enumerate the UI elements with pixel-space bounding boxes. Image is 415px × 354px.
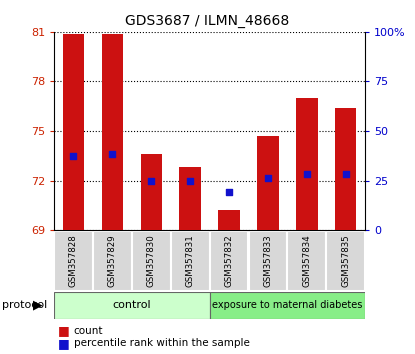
Text: GSM357831: GSM357831 [186, 235, 195, 287]
Point [226, 189, 232, 195]
Text: exposure to maternal diabetes: exposure to maternal diabetes [212, 300, 363, 310]
FancyBboxPatch shape [249, 231, 287, 291]
Point [187, 178, 193, 183]
Text: control: control [112, 300, 151, 310]
Bar [335, 108, 356, 230]
FancyBboxPatch shape [54, 231, 93, 291]
Text: GSM357835: GSM357835 [341, 235, 350, 287]
Point [148, 178, 154, 183]
FancyBboxPatch shape [210, 292, 365, 319]
Text: count: count [74, 326, 103, 336]
FancyBboxPatch shape [171, 231, 210, 291]
Bar [179, 167, 201, 230]
FancyBboxPatch shape [132, 231, 171, 291]
Bar [63, 34, 84, 230]
Text: GSM357830: GSM357830 [147, 235, 156, 287]
FancyBboxPatch shape [93, 231, 132, 291]
Point [109, 151, 116, 157]
Text: GSM357829: GSM357829 [108, 235, 117, 287]
Text: GSM357828: GSM357828 [69, 235, 78, 287]
Point [70, 153, 77, 159]
Bar [218, 210, 240, 230]
Text: ▶: ▶ [33, 299, 43, 312]
Text: ■: ■ [58, 325, 70, 337]
Bar [141, 154, 162, 230]
Bar [102, 34, 123, 230]
FancyBboxPatch shape [54, 292, 210, 319]
Point [265, 175, 271, 181]
Text: GSM357834: GSM357834 [303, 235, 311, 287]
Text: protocol: protocol [2, 300, 47, 310]
FancyBboxPatch shape [288, 231, 326, 291]
Text: percentile rank within the sample: percentile rank within the sample [74, 338, 250, 348]
FancyBboxPatch shape [326, 231, 365, 291]
FancyBboxPatch shape [210, 231, 249, 291]
Point [303, 171, 310, 177]
Text: GDS3687 / ILMN_48668: GDS3687 / ILMN_48668 [125, 14, 290, 28]
Text: GSM357833: GSM357833 [264, 235, 272, 287]
Text: ■: ■ [58, 337, 70, 350]
Bar [296, 98, 317, 230]
Text: GSM357832: GSM357832 [225, 235, 234, 287]
Bar [257, 136, 278, 230]
Point [342, 171, 349, 177]
